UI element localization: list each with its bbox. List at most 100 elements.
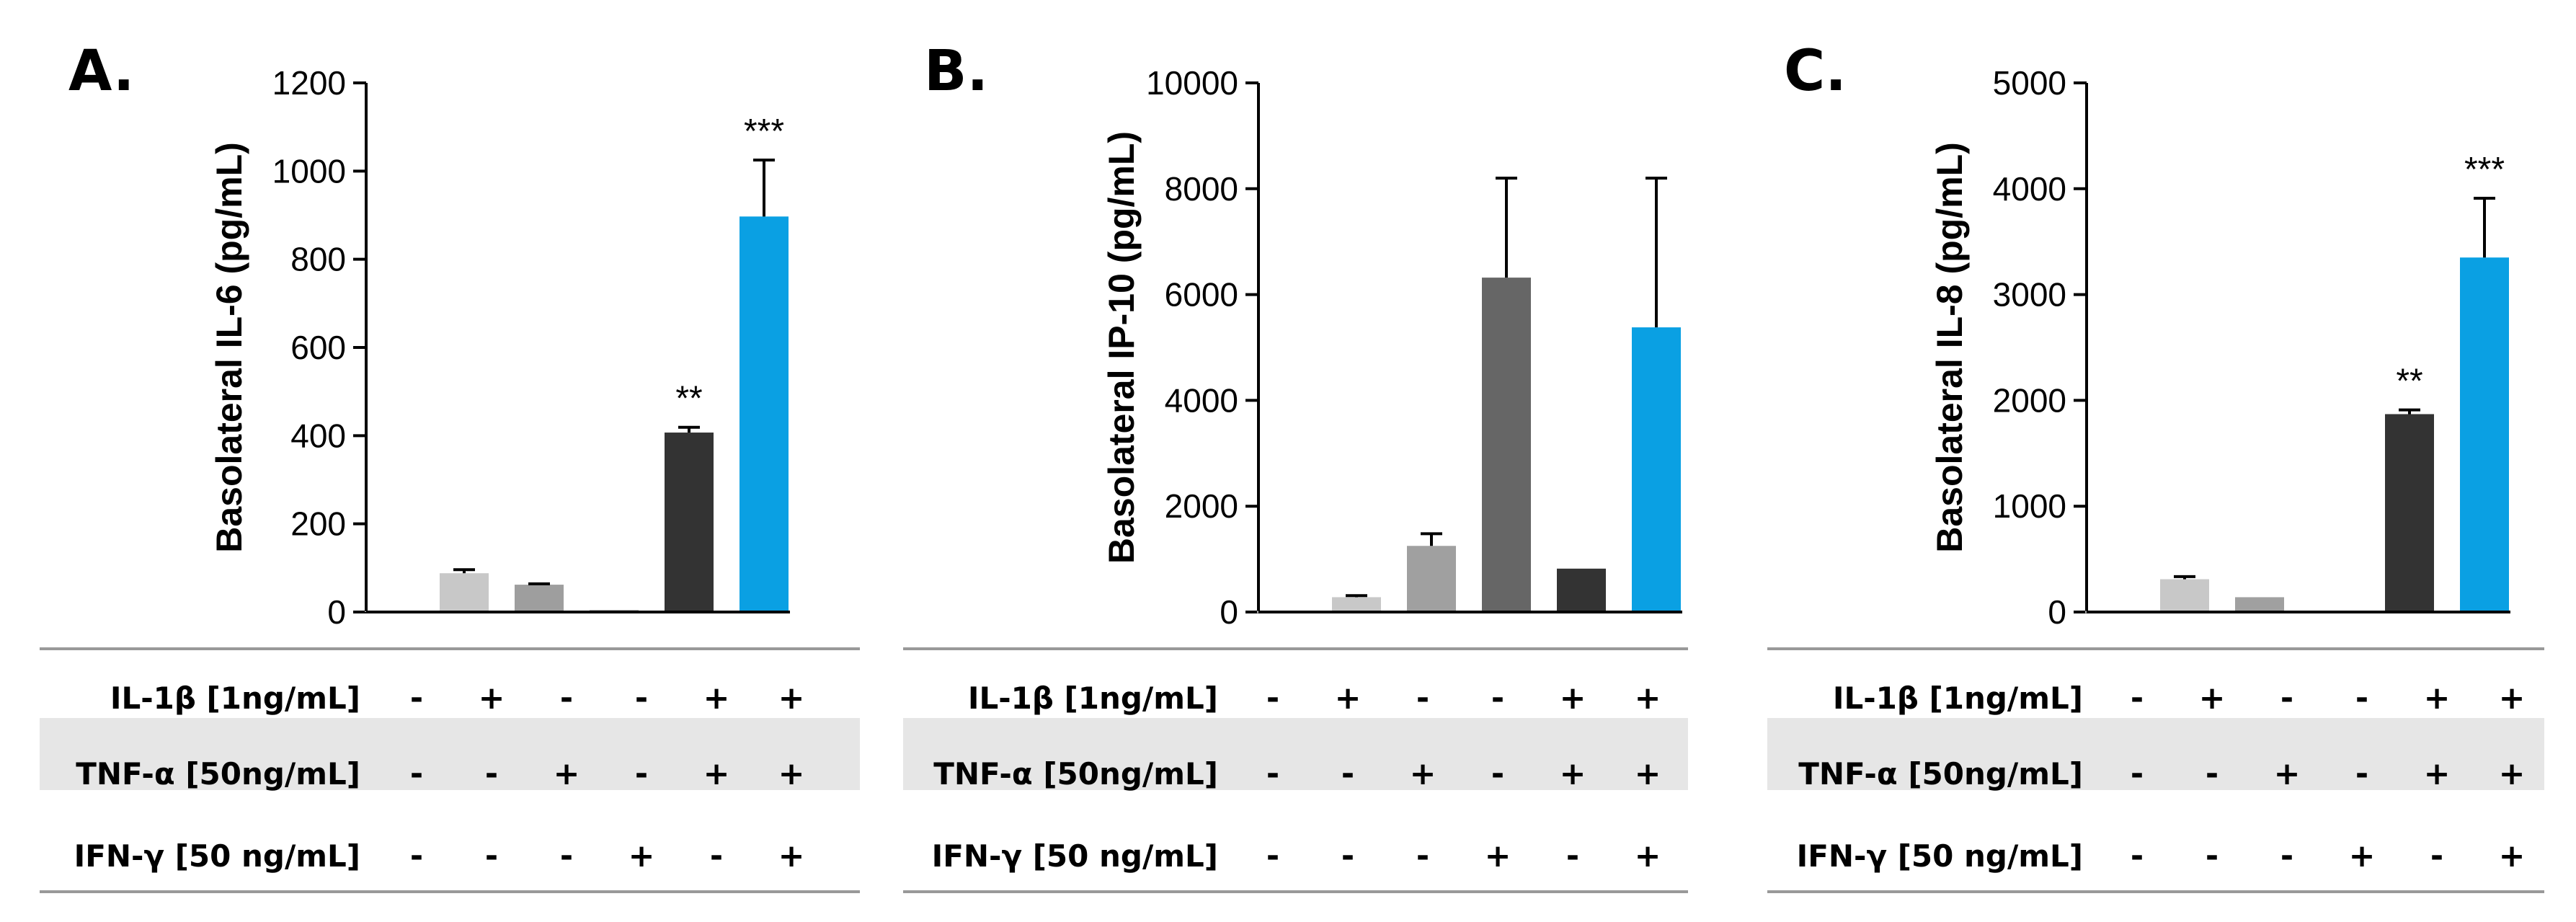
panel-label: A. [68, 39, 134, 104]
treatment-cell: + [2499, 838, 2526, 874]
treatment-row-label: IFN-γ [50 ng/mL] [74, 838, 360, 874]
treatment-row-label: TNF-α [50ng/mL] [76, 756, 360, 792]
treatment-cell: + [1635, 838, 1661, 874]
treatment-cell: - [1266, 680, 1279, 717]
bar [515, 585, 564, 612]
chart-panel-3: C. 0 1000 2000 3000 4000 5000 Basolateral IL-8 … [1767, 39, 2544, 893]
treatment-cell: + [1410, 755, 1436, 792]
bar [740, 216, 789, 613]
treatment-cell: + [1485, 838, 1511, 874]
significance-label: *** [744, 112, 784, 151]
treatment-row-label: TNF-α [50ng/mL] [933, 756, 1218, 792]
y-axis-title: Basolateral IL-6 (pg/mL) [209, 142, 249, 553]
treatment-cell: - [2280, 680, 2293, 717]
treatment-cell: + [2499, 755, 2526, 792]
treatment-cell: - [710, 838, 723, 874]
treatment-cell: - [560, 680, 573, 717]
bar [1557, 568, 1606, 612]
treatment-cell: - [635, 755, 648, 792]
treatment-cell: - [2355, 755, 2368, 792]
treatment-table: IL-1β [1ng/mL] - + - - + + TNF-α [50ng/mL] - - + - +… [40, 647, 860, 893]
y-tick-label: 0 [1220, 593, 1238, 631]
y-tick-label: 4000 [1993, 170, 2066, 208]
treatment-cell: + [778, 680, 805, 717]
significance-label: ** [2396, 363, 2422, 401]
shaded-row [1767, 718, 2544, 790]
bar [440, 573, 489, 612]
y-tick-label: 1000 [1993, 487, 2066, 525]
treatment-cell: - [485, 755, 498, 792]
treatment-cell: + [1560, 680, 1586, 717]
bar [1332, 597, 1381, 612]
treatment-cell: + [1335, 680, 1362, 717]
y-tick-label: 2000 [1165, 487, 1238, 525]
y-tick-label: 800 [290, 241, 346, 278]
panel-label: B. [924, 39, 988, 104]
treatment-cell: + [703, 680, 730, 717]
bar [1407, 546, 1456, 612]
y-tick-label: 10000 [1146, 64, 1238, 102]
y-tick-label: 600 [290, 329, 346, 366]
treatment-row-label: IL-1β [1ng/mL] [1833, 681, 2083, 716]
treatment-cell: - [1266, 755, 1279, 792]
treatment-cell: + [479, 680, 505, 717]
treatment-cell: - [2131, 680, 2144, 717]
treatment-cell: - [2206, 838, 2219, 874]
y-tick-label: 2000 [1993, 381, 2066, 419]
treatment-table: IL-1β [1ng/mL] - + - - + + TNF-α [50ng/mL] - - + - +… [903, 647, 1688, 893]
significance-label: *** [2464, 151, 2505, 189]
bar [2160, 579, 2209, 612]
bar [2235, 597, 2284, 612]
shaded-row [903, 718, 1688, 790]
treatment-cell: + [2424, 680, 2451, 717]
y-axis-title: Basolateral IL-8 (pg/mL) [1929, 142, 1970, 553]
treatment-row-label: IFN-γ [50 ng/mL] [932, 838, 1218, 874]
treatment-cell: + [1560, 755, 1586, 792]
treatment-cell: + [778, 838, 805, 874]
treatment-cell: + [554, 755, 580, 792]
treatment-cell: - [2280, 838, 2293, 874]
treatment-cell: - [485, 838, 498, 874]
treatment-row-label: IL-1β [1ng/mL] [968, 681, 1218, 716]
y-tick-label: 0 [327, 593, 346, 631]
treatment-cell: + [1635, 755, 1661, 792]
treatment-row-label: TNF-α [50ng/mL] [1798, 756, 2083, 792]
y-tick-label: 6000 [1165, 276, 1238, 314]
treatment-cell: - [1341, 755, 1354, 792]
chart-panel-1: A. 0 200 400 600 800 1000 1200 Basolateral IL-6 … [40, 39, 860, 893]
y-axis-title: Basolateral IP-10 (pg/mL) [1101, 131, 1142, 564]
treatment-cell: - [1266, 838, 1279, 874]
y-tick-label: 8000 [1165, 170, 1238, 208]
treatment-cell: - [2206, 755, 2219, 792]
treatment-cell: - [2430, 838, 2443, 874]
treatment-row-label: IL-1β [1ng/mL] [110, 681, 360, 716]
treatment-cell: + [778, 755, 805, 792]
treatment-cell: - [410, 838, 423, 874]
treatment-cell: - [1491, 755, 1504, 792]
treatment-cell: - [1416, 680, 1429, 717]
treatment-cell: - [1416, 838, 1429, 874]
treatment-cell: - [2131, 755, 2144, 792]
treatment-cell: + [2274, 755, 2301, 792]
treatment-cell: + [2199, 680, 2226, 717]
treatment-cell: - [2131, 838, 2144, 874]
treatment-cell: - [560, 838, 573, 874]
treatment-cell: - [410, 680, 423, 717]
treatment-cell: + [2424, 755, 2451, 792]
treatment-cell: - [635, 680, 648, 717]
bar [2460, 257, 2509, 612]
bar [1632, 327, 1681, 612]
treatment-row-label: IFN-γ [50 ng/mL] [1797, 838, 2083, 874]
treatment-table: IL-1β [1ng/mL] - + - - + + TNF-α [50ng/mL] - - + - +… [1767, 647, 2544, 893]
y-tick-label: 3000 [1993, 276, 2066, 314]
y-tick-label: 1200 [272, 64, 346, 102]
treatment-cell: - [1341, 838, 1354, 874]
treatment-cell: + [2499, 680, 2526, 717]
y-tick-label: 1000 [272, 152, 346, 190]
y-tick-label: 4000 [1165, 381, 1238, 419]
significance-label: ** [675, 380, 702, 418]
treatment-cell: + [629, 838, 655, 874]
treatment-cell: - [1566, 838, 1579, 874]
